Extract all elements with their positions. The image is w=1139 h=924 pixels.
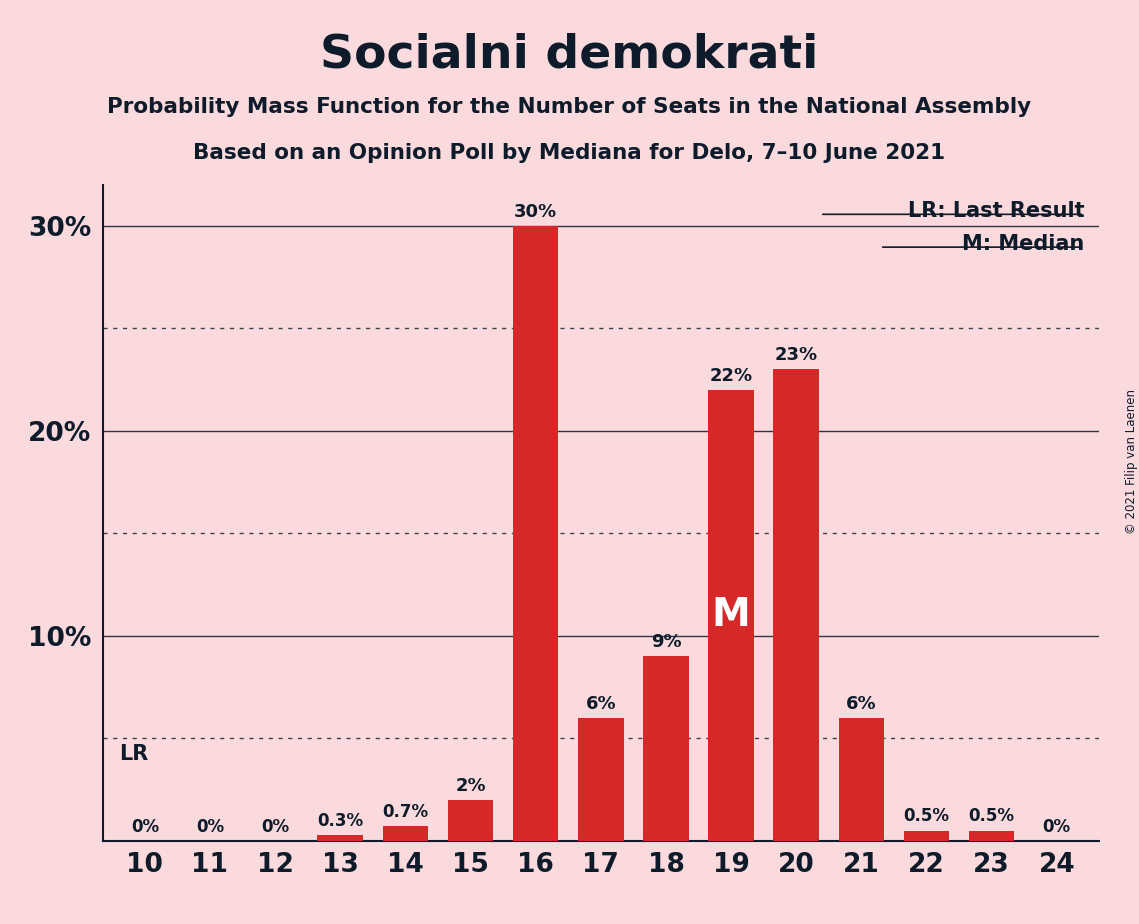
Text: M: M — [712, 596, 751, 635]
Text: 2%: 2% — [456, 777, 486, 795]
Bar — [708, 390, 754, 841]
Text: 0%: 0% — [196, 818, 224, 835]
Text: LR: LR — [118, 745, 148, 764]
Text: 0%: 0% — [261, 818, 289, 835]
Text: 0.5%: 0.5% — [968, 808, 1015, 825]
Text: © 2021 Filip van Laenen: © 2021 Filip van Laenen — [1124, 390, 1138, 534]
Text: 0%: 0% — [131, 818, 159, 835]
Text: 30%: 30% — [514, 202, 557, 221]
Text: 6%: 6% — [846, 695, 877, 712]
Text: M: Median: M: Median — [962, 234, 1084, 254]
Text: 6%: 6% — [585, 695, 616, 712]
Bar — [773, 370, 819, 841]
Bar — [577, 718, 624, 841]
Text: LR: Last Result: LR: Last Result — [908, 201, 1084, 221]
Bar — [969, 831, 1015, 841]
Bar — [513, 225, 558, 841]
Bar — [644, 656, 689, 841]
Text: 22%: 22% — [710, 367, 753, 384]
Text: Based on an Opinion Poll by Mediana for Delo, 7–10 June 2021: Based on an Opinion Poll by Mediana for … — [194, 143, 945, 164]
Text: Socialni demokrati: Socialni demokrati — [320, 32, 819, 78]
Bar — [838, 718, 884, 841]
Text: 0.7%: 0.7% — [383, 803, 428, 821]
Text: 9%: 9% — [650, 633, 681, 651]
Bar — [383, 826, 428, 841]
Bar — [448, 800, 493, 841]
Text: Probability Mass Function for the Number of Seats in the National Assembly: Probability Mass Function for the Number… — [107, 97, 1032, 117]
Text: 0.3%: 0.3% — [317, 811, 363, 830]
Text: 23%: 23% — [775, 346, 818, 364]
Text: 0%: 0% — [1042, 818, 1071, 835]
Bar — [318, 834, 363, 841]
Bar — [903, 831, 949, 841]
Text: 0.5%: 0.5% — [903, 808, 950, 825]
